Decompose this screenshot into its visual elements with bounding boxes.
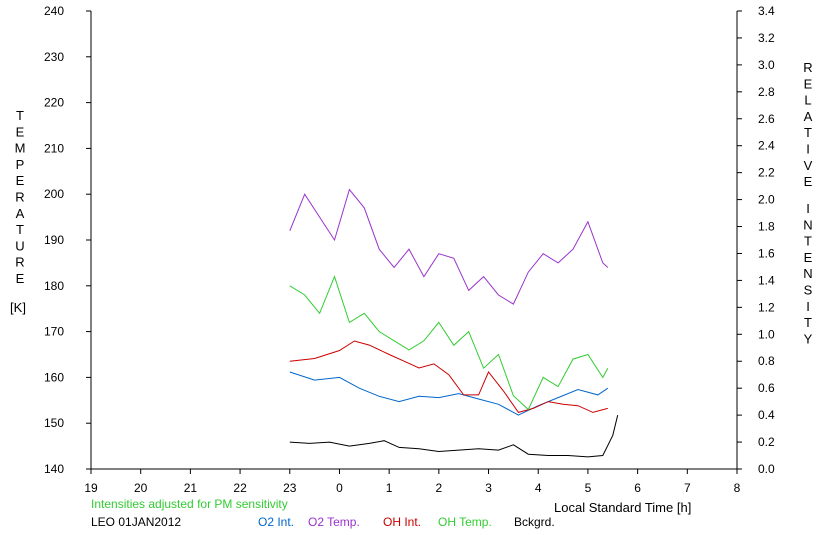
- right-tick-label: 1.4: [758, 273, 775, 287]
- right-tick-label: 0.0: [758, 462, 775, 476]
- left-tick-label: 160: [44, 370, 64, 384]
- legend-item: Bckgrd.: [514, 515, 555, 529]
- left-axis-unit: [K]: [10, 300, 26, 315]
- legend-item: OH Int.: [383, 515, 421, 529]
- left-tick-label: 230: [44, 50, 64, 64]
- right-title-letter: I: [806, 201, 810, 216]
- axes: 1401501601701801902002102202302400.00.20…: [44, 4, 775, 495]
- x-tick-label: 7: [684, 481, 691, 495]
- right-title-letter: R: [803, 60, 812, 75]
- right-tick-label: 1.8: [758, 220, 775, 234]
- legend-item: O2 Int.: [258, 515, 294, 529]
- right-tick-label: 3.0: [758, 58, 775, 72]
- right-tick-label: 0.4: [758, 408, 775, 422]
- x-tick-label: 2: [436, 481, 443, 495]
- right-title-letter: T: [804, 125, 812, 140]
- left-tick-label: 210: [44, 141, 64, 155]
- right-tick-label: 0.6: [758, 381, 775, 395]
- left-title-letter: T: [16, 222, 24, 237]
- right-tick-label: 2.2: [758, 166, 775, 180]
- left-tick-label: 200: [44, 187, 64, 201]
- x-tick-label: 6: [634, 481, 641, 495]
- x-tick-label: 3: [485, 481, 492, 495]
- right-title-letter: E: [804, 174, 813, 189]
- right-title-letter: N: [803, 266, 812, 281]
- x-tick-label: 19: [84, 481, 98, 495]
- right-title-letter: T: [804, 315, 812, 330]
- left-tick-label: 190: [44, 233, 64, 247]
- left-title-letter: A: [16, 206, 25, 221]
- right-title-letter: A: [804, 109, 813, 124]
- right-tick-label: 1.6: [758, 246, 775, 260]
- x-tick-label: 23: [283, 481, 297, 495]
- series-line-4: [289, 414, 619, 458]
- left-tick-label: 150: [44, 416, 64, 430]
- right-title-letter: S: [804, 283, 813, 298]
- right-tick-label: 3.4: [758, 4, 775, 18]
- site-date-label: LEO 01JAN2012: [91, 515, 181, 529]
- right-title-letter: I: [806, 142, 810, 157]
- left-title-letter: P: [16, 157, 25, 172]
- right-tick-label: 2.0: [758, 193, 775, 207]
- right-tick-label: 2.8: [758, 85, 775, 99]
- series-line-1: [289, 188, 609, 305]
- right-title-letter: T: [804, 234, 812, 249]
- left-tick-label: 220: [44, 96, 64, 110]
- x-tick-label: 1: [386, 481, 393, 495]
- left-title-letter: U: [15, 238, 24, 253]
- series-line-2: [289, 340, 608, 413]
- x-tick-label: 4: [535, 481, 542, 495]
- right-tick-label: 0.8: [758, 354, 775, 368]
- right-title-letter: E: [804, 250, 813, 265]
- left-title-letter: T: [16, 108, 24, 123]
- legend: O2 Int. O2 Temp. OH Int. OH Temp. Bckgrd.: [258, 515, 555, 529]
- left-tick-label: 140: [44, 462, 64, 476]
- x-tick-label: 5: [585, 481, 592, 495]
- left-title-letter: E: [16, 173, 25, 188]
- right-title-letter: N: [803, 217, 812, 232]
- left-tick-label: 240: [44, 4, 64, 18]
- right-title-letter: Y: [804, 331, 813, 346]
- right-title-letter: I: [806, 299, 810, 314]
- right-title-letter: V: [804, 158, 813, 173]
- left-title-letter: E: [16, 271, 25, 286]
- legend-item: OH Temp.: [438, 515, 492, 529]
- right-title-letter: L: [804, 93, 811, 108]
- left-title-letter: M: [15, 141, 26, 156]
- right-tick-label: 1.2: [758, 300, 775, 314]
- left-title-letter: R: [15, 190, 24, 205]
- right-tick-label: 2.6: [758, 112, 775, 126]
- left-title-letter: R: [15, 255, 24, 270]
- sensitivity-note: Intensities adjusted for PM sensitivity: [91, 497, 288, 511]
- right-tick-label: 0.2: [758, 435, 775, 449]
- left-tick-label: 180: [44, 279, 64, 293]
- series-line-3: [289, 275, 609, 411]
- series-line-0: [289, 371, 609, 416]
- x-tick-label: 20: [134, 481, 148, 495]
- right-tick-label: 1.0: [758, 327, 775, 341]
- x-tick-label: 22: [233, 481, 247, 495]
- legend-item: O2 Temp.: [308, 515, 360, 529]
- right-title-letter: E: [804, 76, 813, 91]
- right-tick-label: 3.2: [758, 31, 775, 45]
- x-tick-label: 0: [336, 481, 343, 495]
- x-axis-label: Local Standard Time [h]: [554, 500, 691, 515]
- left-tick-label: 170: [44, 325, 64, 339]
- right-tick-label: 2.4: [758, 139, 775, 153]
- x-tick-label: 8: [734, 481, 741, 495]
- x-tick-label: 21: [184, 481, 198, 495]
- series-layer: [289, 188, 619, 458]
- left-title-letter: E: [16, 124, 25, 139]
